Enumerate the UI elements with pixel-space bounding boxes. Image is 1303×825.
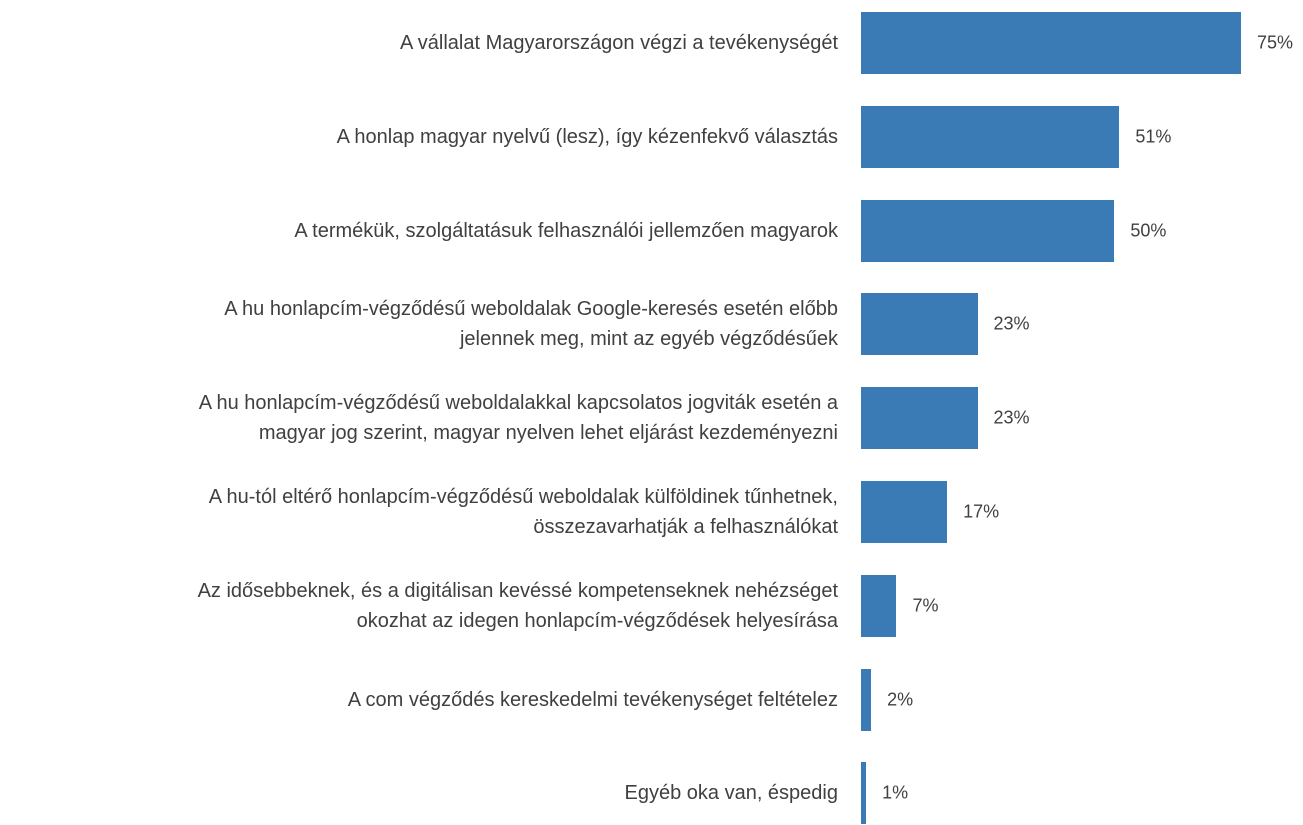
bar (861, 12, 1241, 74)
category-label: Az idősebbeknek, és a digitálisan kevéss… (197, 579, 838, 632)
category-label: A vállalat Magyarországon végzi a tevéke… (399, 32, 838, 54)
value-label: 75% (1257, 32, 1294, 53)
category-label: A termékük, szolgáltatásuk felhasználói … (294, 219, 838, 242)
bar (861, 199, 1115, 262)
category-label: Egyéb oka van, éspedig (624, 782, 839, 805)
bar (861, 293, 978, 356)
bar (861, 105, 1120, 168)
value-label: 51% (1135, 126, 1172, 147)
value-label: 23% (993, 407, 1030, 428)
value-label: 2% (887, 689, 914, 710)
category-label: A hu-tól eltérő honlapcím-végződésű webo… (208, 486, 838, 538)
value-label: 1% (882, 782, 909, 803)
category-label: A hu honlapcím-végződésű weboldalak Goog… (224, 298, 838, 351)
category-label: A honlap magyar nyelvű (lesz), így kézen… (336, 125, 838, 148)
bar (861, 762, 867, 825)
value-label: 17% (963, 501, 1000, 522)
value-label: 50% (1130, 220, 1167, 241)
category-label: A com végződés kereskedelmi tevékenysége… (347, 688, 838, 711)
bar (861, 387, 978, 450)
category-label: A hu honlapcím-végződésű weboldalakkal k… (198, 392, 838, 445)
bar (861, 574, 897, 637)
bar (861, 668, 872, 731)
value-label: 23% (993, 313, 1030, 334)
bar (861, 481, 948, 543)
value-label: 7% (912, 595, 939, 616)
